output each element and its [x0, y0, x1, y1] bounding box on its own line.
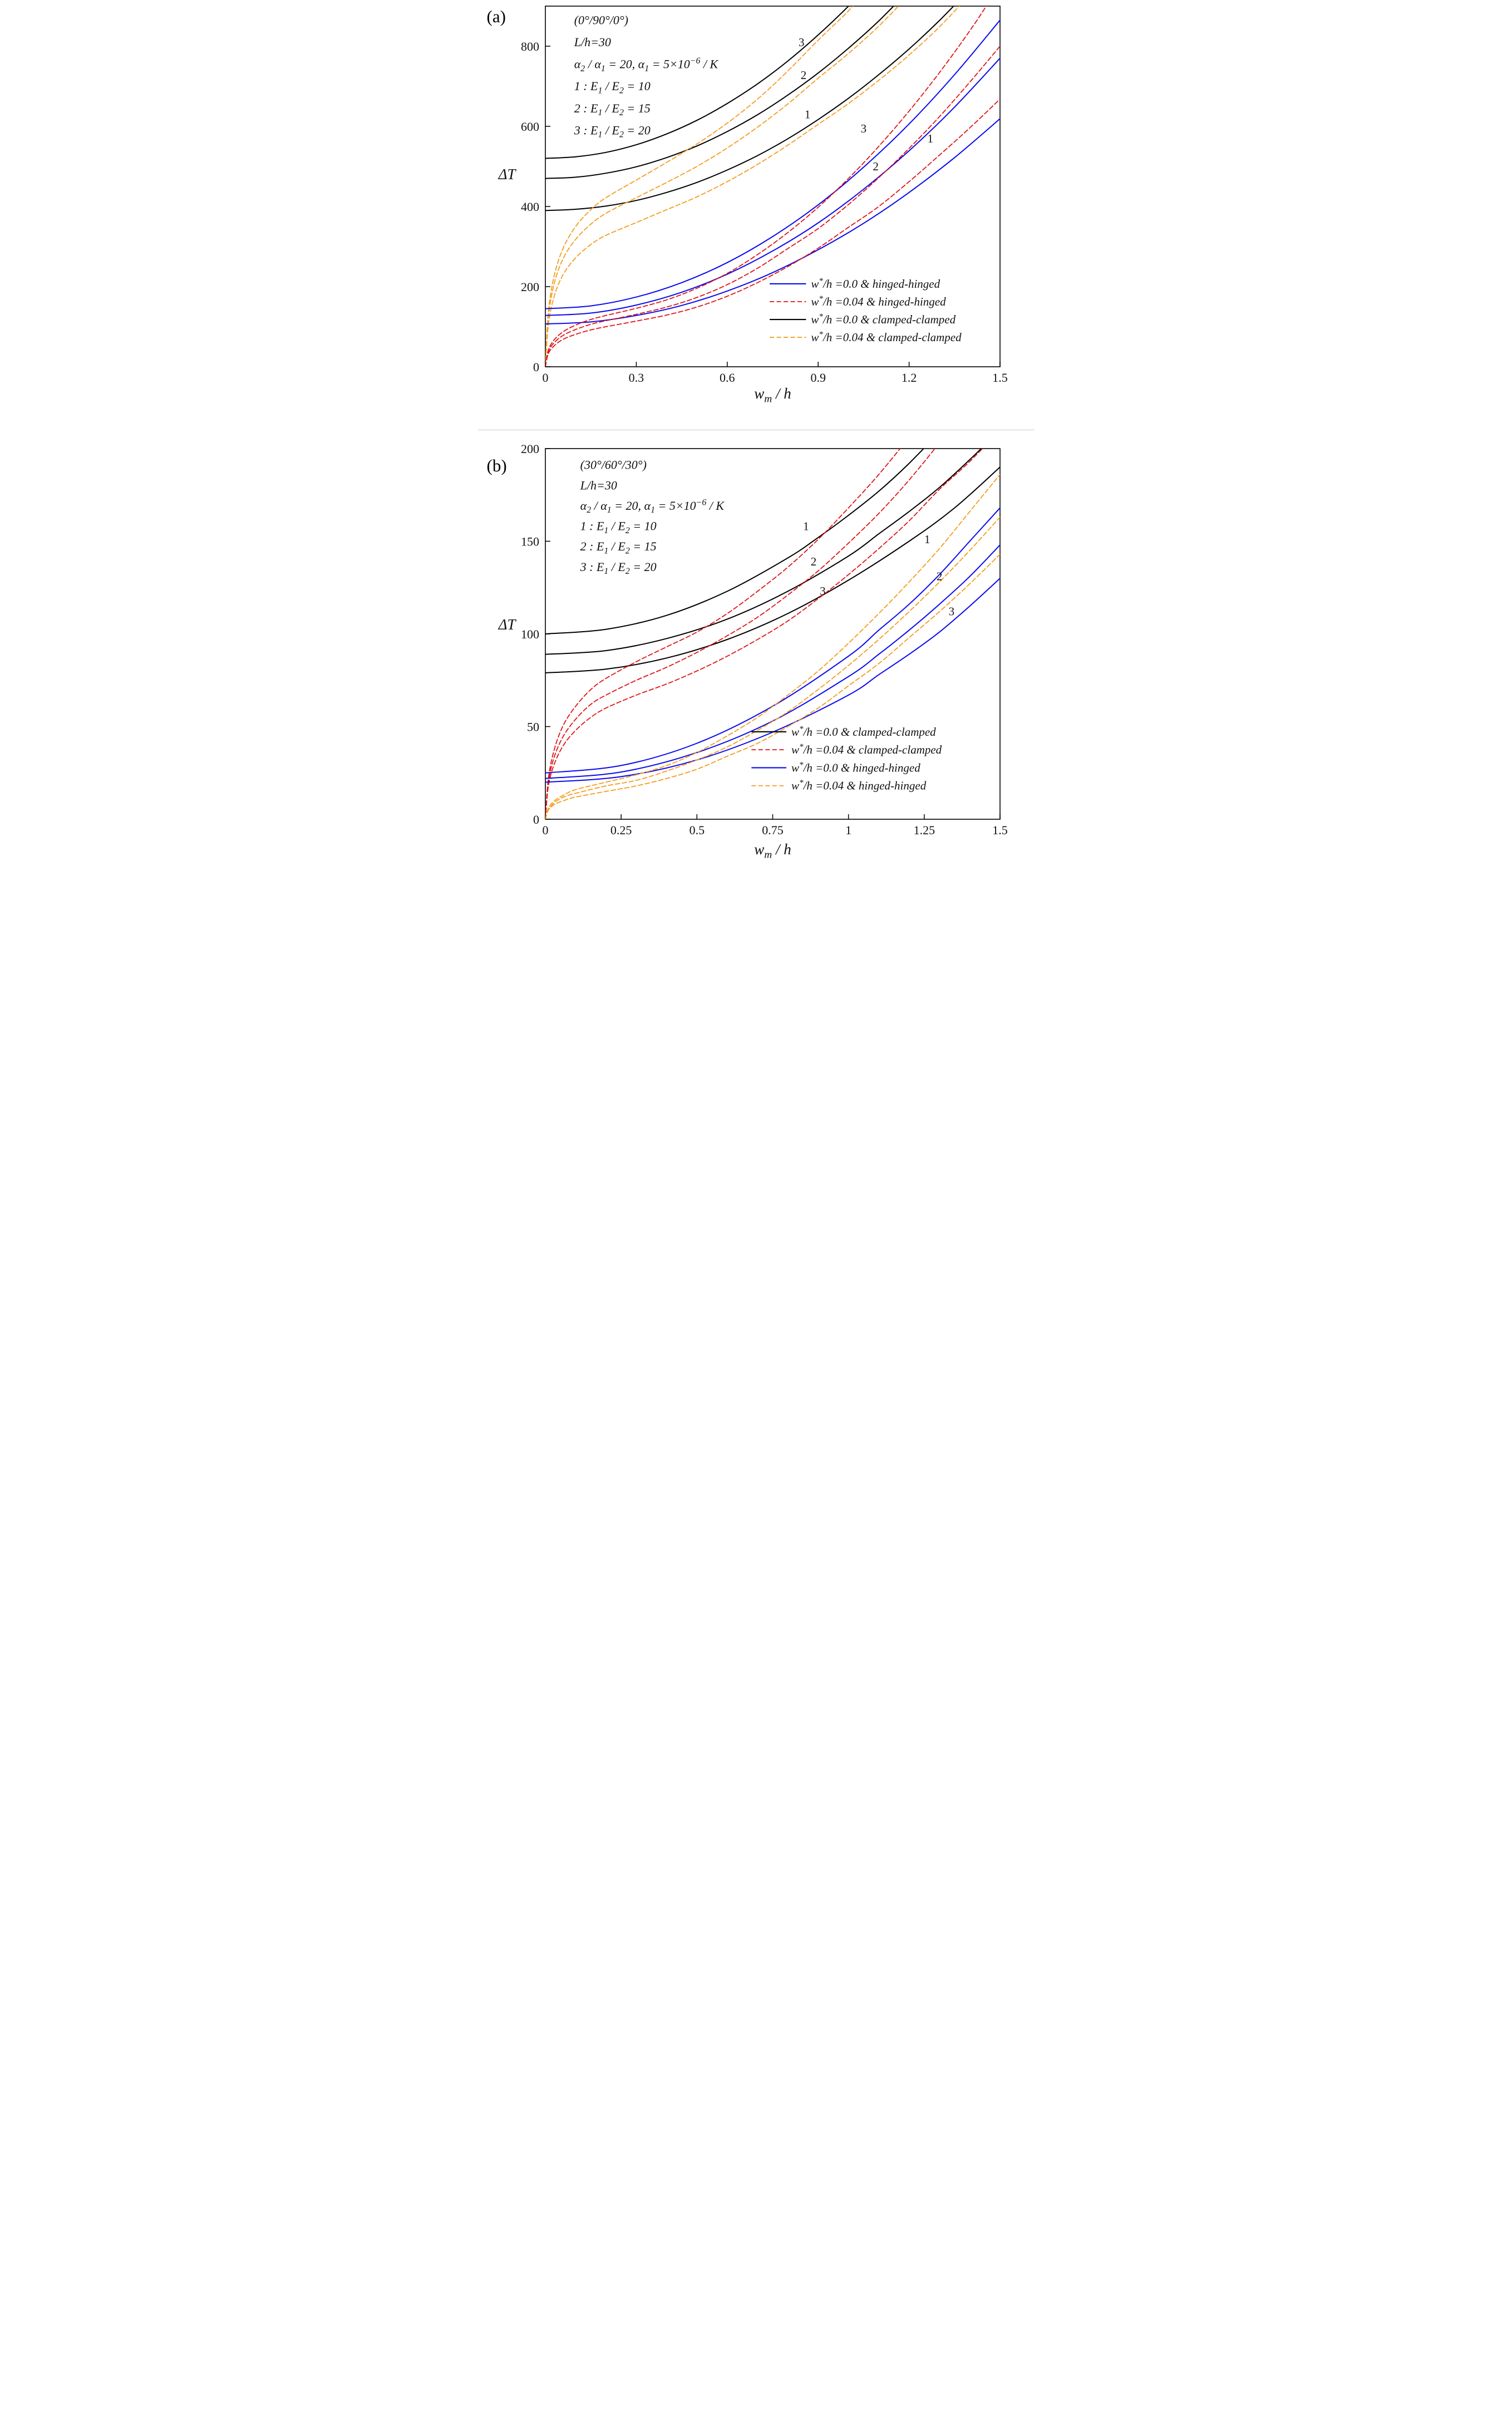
- series-a-hinged-perfect-2: [545, 57, 1000, 316]
- x-tick-label: 1.5: [992, 371, 1008, 385]
- annotation-line: (30°/60°/30°): [580, 458, 646, 472]
- y-axis-label: ΔT: [498, 616, 516, 633]
- series-b-hinged-imperfect-1: [545, 474, 1000, 819]
- legend-label: w*/h =0.0 & hinged-hinged: [791, 760, 920, 774]
- curve-label: 1: [804, 108, 810, 121]
- legend-label: w*/h =0.04 & hinged-hinged: [791, 779, 927, 793]
- y-tick-label: 100: [521, 627, 539, 641]
- curve-label: 2: [936, 569, 942, 583]
- x-tick-label: 0.6: [720, 371, 735, 385]
- series-a-clamped-perfect-2: [545, 6, 894, 179]
- chart-panel-b: (b) 0 0.25 0.5 0.75 1 1.25 1.5 0 50 100 150 200 1 2 3 1…: [478, 430, 1035, 889]
- curve-label: 3: [798, 36, 804, 49]
- panel-label-b: (b): [486, 456, 507, 475]
- series-b-hinged-perfect-2: [545, 544, 1000, 779]
- x-tick-label: 0.5: [689, 823, 705, 837]
- curve-label: 3: [948, 605, 954, 618]
- y-tick-label: 50: [527, 720, 539, 734]
- legend-label: w*/h =0.04 & clamped-clamped: [791, 742, 942, 756]
- series-b-hinged-imperfect-3: [545, 553, 1000, 819]
- y-tick-label: 600: [521, 120, 539, 134]
- y-axis-label: ΔT: [498, 166, 516, 183]
- x-tick-label: 0.3: [628, 371, 644, 385]
- series-b-clamped-perfect-3: [545, 466, 1000, 673]
- series-a-hinged-imperfect-3: [545, 6, 987, 367]
- series-a-hinged-imperfect-2: [545, 46, 1000, 367]
- annotation-line: 3 : E1 / E2 = 20: [573, 123, 650, 139]
- y-tick-label: 200: [521, 280, 539, 294]
- x-tick-label: 0: [542, 823, 548, 837]
- series-a-clamped-imperfect-2: [545, 6, 899, 367]
- series-a-clamped-imperfect-1: [545, 6, 960, 367]
- chart-b-canvas: 0 0.25 0.5 0.75 1 1.25 1.5 0 50 100 150 200 1 2 3 1 2 3 (3…: [498, 442, 1008, 861]
- x-tick-label: 0.75: [762, 823, 784, 837]
- annotation-line: 1 : E1 / E2 = 10: [580, 519, 656, 535]
- series-group: [545, 6, 1000, 367]
- x-tick-label: 1.25: [913, 823, 935, 837]
- series-a-hinged-perfect-3: [545, 19, 1000, 309]
- series-a-hinged-imperfect-1: [545, 99, 1000, 367]
- curve-label: 2: [810, 555, 816, 568]
- legend-label: w*/h =0.0 & hinged-hinged: [811, 277, 940, 291]
- chart-a-canvas: 0 0.3 0.6 0.9 1.2 1.5 0 200 400 600 800 3 2 1 3 2 1 (0°/9…: [498, 6, 1008, 405]
- curve-label: 1: [927, 132, 933, 145]
- curve-label: 3: [860, 122, 866, 135]
- annotation-line: 2 : E1 / E2 = 15: [580, 539, 656, 555]
- series-b-clamped-perfect-1: [545, 449, 924, 634]
- x-axis-label: wm / h: [754, 841, 791, 861]
- series-b-hinged-perfect-3: [545, 578, 1000, 783]
- series-b-hinged-perfect-1: [545, 507, 1000, 774]
- x-tick-label: 0.25: [610, 823, 632, 837]
- x-tick-label: 1.5: [992, 823, 1008, 837]
- series-a-clamped-imperfect-3: [545, 6, 854, 367]
- y-tick-label: 150: [521, 535, 539, 549]
- annotation-line: α2 / α1 = 20, α1 = 5×10−6 / K: [580, 498, 725, 515]
- series-b-clamped-imperfect-3: [545, 449, 983, 819]
- y-tick-label: 400: [521, 200, 539, 214]
- curve-label: 3: [820, 584, 826, 598]
- x-tick-label: 0: [542, 371, 548, 385]
- curve-label: 1: [924, 533, 930, 546]
- plot-frame: [544, 6, 1001, 367]
- annotation-line: L/h=30: [573, 35, 610, 49]
- series-b-hinged-imperfect-2: [545, 516, 1000, 819]
- legend-label: w*/h =0.0 & clamped-clamped: [811, 312, 956, 326]
- series-b-clamped-imperfect-2: [545, 449, 935, 819]
- y-tick-label: 0: [533, 360, 539, 374]
- series-a-clamped-perfect-3: [545, 6, 849, 159]
- x-tick-label: 1.2: [901, 371, 917, 385]
- x-axis-label: wm / h: [754, 385, 791, 405]
- x-tick-label: 1: [845, 823, 851, 837]
- x-tick-label: 0.9: [810, 371, 826, 385]
- curve-label: 1: [803, 520, 809, 533]
- panel-label-a: (a): [486, 7, 506, 26]
- legend-label: w*/h =0.0 & clamped-clamped: [791, 725, 936, 739]
- figure-page: (a) 0 0.3 0.6 0.9 1.2 1.5 0 200 400 600 800 3 2 1 3 2 1(…: [477, 0, 1035, 889]
- legend-label: w*/h =0.04 & hinged-hinged: [811, 294, 946, 308]
- series-a-clamped-perfect-1: [545, 6, 954, 211]
- series-b-clamped-perfect-2: [545, 449, 982, 655]
- annotation-line: 3 : E1 / E2 = 20: [579, 560, 656, 576]
- series-group: [545, 449, 1000, 819]
- annotation-line: α2 / α1 = 20, α1 = 5×10−6 / K: [574, 56, 718, 73]
- series-b-clamped-imperfect-1: [545, 449, 901, 819]
- legend-label: w*/h =0.04 & clamped-clamped: [811, 330, 962, 344]
- curve-label: 2: [800, 68, 806, 82]
- annotation-line: L/h=30: [579, 478, 617, 492]
- y-tick-label: 800: [521, 40, 539, 53]
- annotation-line: 1 : E1 / E2 = 10: [574, 79, 650, 95]
- y-tick-label: 0: [533, 813, 539, 826]
- curve-label: 2: [873, 160, 879, 173]
- annotation-line: 2 : E1 / E2 = 15: [574, 101, 650, 117]
- chart-panel-a: (a) 0 0.3 0.6 0.9 1.2 1.5 0 200 400 600 800 3 2 1 3 2 1 (…: [478, 0, 1035, 430]
- series-a-hinged-perfect-1: [545, 118, 1000, 324]
- annotation-line: (0°/90°/0°): [574, 13, 628, 27]
- y-tick-label: 200: [521, 442, 539, 456]
